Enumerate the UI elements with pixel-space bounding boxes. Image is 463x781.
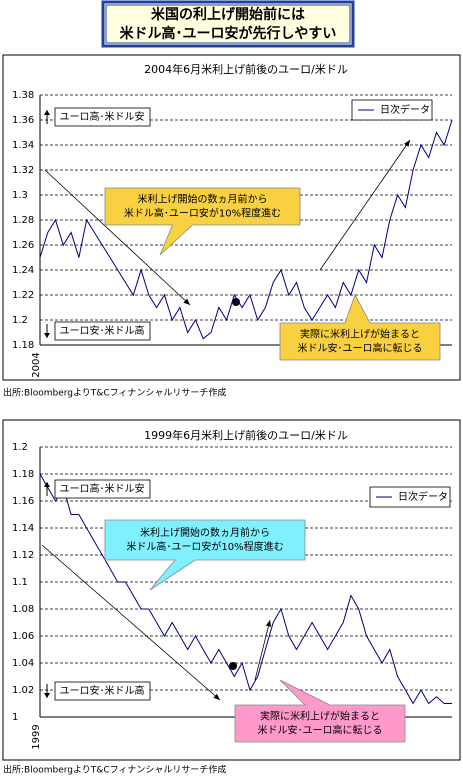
chart-frame [2, 419, 461, 761]
direction-label: ユーロ高･米ドル安 [60, 110, 145, 123]
header-inner [105, 4, 351, 44]
arrow-head [404, 140, 410, 147]
legend-label: 日次データ [398, 490, 448, 503]
callout-text: 米ドル高･ユーロ安が10%程度進む [124, 207, 281, 220]
trend-arrow [254, 619, 271, 681]
y-tick-label: 1.34 [12, 140, 34, 151]
direction-box [54, 681, 151, 701]
callout-box [279, 294, 441, 361]
y-tick-label: 1.18 [12, 340, 34, 351]
rate-hike-marker [229, 662, 237, 670]
chart-title: 2004年6月米利上げ前後のユーロ/米ドル [144, 62, 348, 76]
callout-text: 米ドル安･ユーロ高に転じる [298, 342, 423, 355]
arrow-head [44, 693, 50, 698]
y-tick-label: 1.04 [12, 658, 34, 669]
legend-label: 日次データ [380, 103, 430, 116]
y-tick-label: 1.02 [12, 685, 34, 696]
callout-text: 米ドル高･ユーロ安が10%程度進む [126, 540, 283, 553]
series-line [39, 473, 452, 705]
y-tick-label: 1.22 [12, 290, 34, 301]
arrow-head [183, 298, 190, 305]
y-tick-label: 1 [12, 712, 18, 723]
y-tick-label: 1.16 [12, 496, 34, 507]
y-tick-label: 1.38 [12, 90, 34, 101]
callout-box [104, 187, 301, 256]
header-box [101, 0, 355, 48]
direction-label: ユーロ安･米ドル高 [60, 684, 145, 697]
callout-text: 米ドル安･ユーロ高に転じる [258, 724, 383, 737]
callout-text: 実際に米利上げが始まると [260, 710, 380, 723]
y-tick-label: 1.3 [12, 190, 28, 201]
direction-label: ユーロ高･米ドル安 [60, 482, 145, 495]
y-tick-label: 1.12 [12, 550, 34, 561]
y-tick-label: 1.32 [12, 165, 34, 176]
y-tick-label: 1.14 [12, 523, 34, 534]
arrow-head [265, 620, 272, 627]
x-tick-label: 1999 [31, 724, 42, 749]
legend-box [351, 99, 433, 121]
y-tick-label: 1.06 [12, 631, 34, 642]
callout-text: 実際に米利上げが始まると [300, 328, 420, 341]
trend-arrow [44, 169, 191, 306]
arrow-head [213, 693, 220, 700]
legend-box [369, 486, 451, 508]
y-tick-label: 1.1 [12, 577, 28, 588]
y-tick-label: 1.08 [12, 604, 34, 615]
direction-box [54, 321, 151, 341]
y-tick-label: 1.24 [12, 265, 34, 276]
callout-box [104, 519, 306, 591]
y-tick-label: 1.28 [12, 215, 34, 226]
arrow-head [44, 333, 50, 338]
direction-box [54, 107, 151, 127]
direction-box [54, 479, 151, 499]
header-line: 米ドル高･ユーロ安が先行しやすい [120, 25, 337, 42]
direction-label: ユーロ安･米ドル高 [60, 324, 145, 337]
header-line: 米国の利上げ開始前には [151, 6, 305, 23]
arrow-head [44, 482, 50, 487]
y-tick-label: 1.2 [12, 442, 28, 453]
y-tick-label: 1.2 [12, 315, 28, 326]
arrow-head [44, 110, 50, 115]
callout-text: 米利上げ開始の数ヵ月前から [138, 193, 268, 206]
trend-arrow [41, 544, 221, 701]
source-note: 出所:BloombergよりT&Cフィナンシャルリサーチ作成 [3, 764, 226, 776]
y-tick-label: 1.36 [12, 115, 34, 126]
source-note: 出所:BloombergよりT&Cフィナンシャルリサーチ作成 [3, 387, 226, 399]
y-tick-label: 1.26 [12, 240, 34, 251]
series-line [39, 119, 453, 340]
trend-arrow [319, 139, 411, 271]
chart-title: 1999年6月米利上げ前後のユーロ/米ドル [144, 428, 348, 442]
callout-box [234, 679, 406, 743]
callout-text: 米利上げ開始の数ヵ月前から [140, 526, 270, 539]
y-tick-label: 1.18 [12, 469, 34, 480]
x-tick-label: 2004 [31, 352, 42, 377]
